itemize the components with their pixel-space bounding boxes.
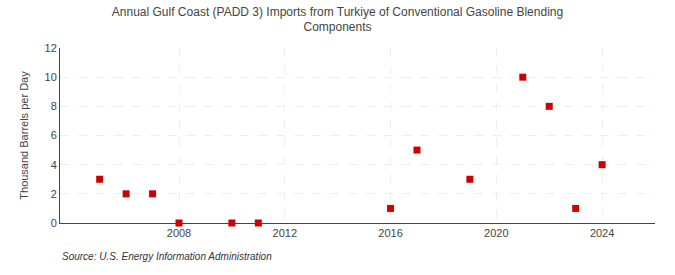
- svg-text:Source: U.S. Energy Informatio: Source: U.S. Energy Information Administ…: [62, 251, 272, 262]
- svg-text:2024: 2024: [590, 227, 614, 239]
- svg-text:2012: 2012: [273, 227, 297, 239]
- svg-text:2: 2: [51, 188, 57, 200]
- svg-text:2008: 2008: [167, 227, 191, 239]
- svg-text:8: 8: [51, 100, 57, 112]
- svg-text:4: 4: [51, 159, 57, 171]
- svg-text:6: 6: [51, 129, 57, 141]
- svg-text:12: 12: [45, 42, 57, 54]
- svg-text:Annual Gulf Coast (PADD 3) Imp: Annual Gulf Coast (PADD 3) Imports from …: [112, 5, 563, 35]
- svg-text:2020: 2020: [484, 227, 508, 239]
- svg-text:2016: 2016: [378, 227, 402, 239]
- svg-text:0: 0: [51, 217, 57, 229]
- svg-text:Thousand Barrels per Day: Thousand Barrels per Day: [18, 71, 30, 200]
- svg-text:10: 10: [45, 71, 57, 83]
